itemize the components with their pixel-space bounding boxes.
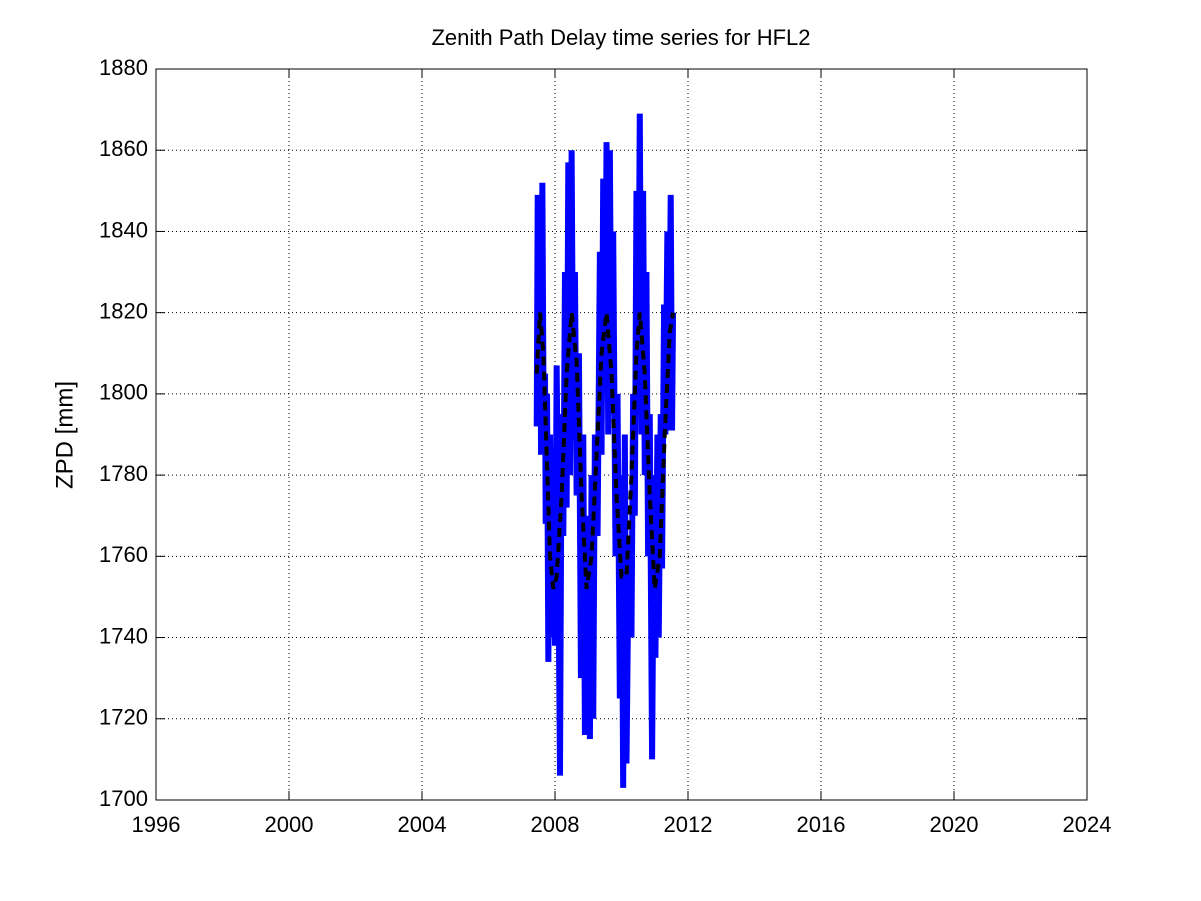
x-tick-label: 2024 [1063,812,1112,837]
y-tick-label: 1760 [99,542,148,567]
y-tick-label: 1700 [99,786,148,811]
x-tick-label: 2008 [531,812,580,837]
data-line [533,113,677,788]
y-axis-label: ZPD [mm] [51,381,78,489]
x-tick-label: 2000 [265,812,314,837]
y-tick-label: 1820 [99,298,148,323]
axes-box [155,68,1088,801]
chart-title: Zenith Path Delay time series for HFL2 [431,25,810,50]
x-tick-label: 2004 [398,812,447,837]
y-tick-label: 1780 [99,461,148,486]
y-tick-label: 1880 [99,55,148,80]
y-tick-label: 1860 [99,136,148,161]
x-tick-label: 1996 [132,812,181,837]
y-tick-label: 1740 [99,623,148,648]
y-tick-label: 1720 [99,705,148,730]
y-tick-label: 1840 [99,217,148,242]
x-tick-label: 2012 [664,812,713,837]
y-tick-label: 1800 [99,380,148,405]
fit-line [534,312,676,590]
x-tick-label: 2020 [930,812,979,837]
x-tick-label: 2016 [797,812,846,837]
